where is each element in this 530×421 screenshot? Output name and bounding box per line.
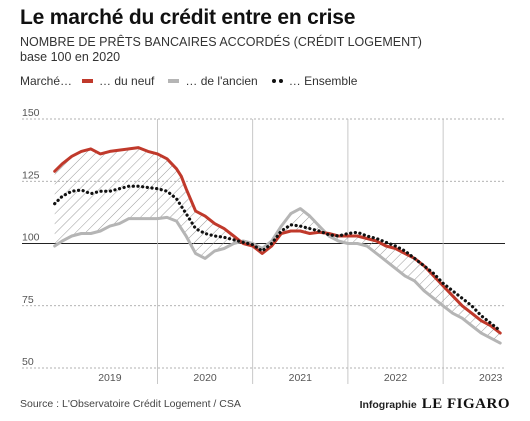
legend-label-ensemble: … Ensemble [288,74,358,88]
y-tick-label: 125 [22,169,40,181]
y-tick-label: 50 [22,356,34,368]
x-tick-label: 2019 [98,372,122,384]
series-lines [53,146,502,345]
axis-labels: 50 75 100 125 150 2019 2020 2021 2022 2023 [22,107,503,384]
hatched-area-group [54,147,501,344]
source-note: Source : L'Observatoire Crédit Logement … [20,398,241,410]
hatched-area [54,147,501,344]
x-tick-label: 2020 [193,372,217,384]
legend-item-ancien: … de l'ancien [168,74,258,88]
y-tick-label: 75 [22,294,34,306]
legend-lead: Marché… [20,74,73,88]
legend-swatch-neuf [82,79,94,83]
credit-label: Infographie [359,399,417,411]
brand-logo: LE FIGARO [421,396,510,412]
line-chart: 50 75 100 125 150 2019 2020 2021 2022 2023 [22,107,505,384]
legend: Marché… … du neuf … de l'ancien … Ensemb… [20,74,371,88]
legend-label-neuf: … du neuf [99,74,155,88]
y-tick-label: 150 [22,107,40,119]
legend-swatch-ensemble [271,79,283,83]
series-line-ancien [53,207,502,345]
legend-item-neuf: … du neuf [82,74,154,88]
chart-title: Le marché du crédit entre en crise [20,6,356,29]
x-tick-label: 2022 [384,372,408,384]
legend-item-ensemble: … Ensemble [271,74,358,88]
series-line-ensemble [53,184,502,333]
x-tick-label: 2023 [479,372,503,384]
subtitle-line-2: base 100 en 2020 [20,50,121,64]
legend-label-ancien: … de l'ancien [185,74,258,88]
legend-swatch-ancien [168,79,180,83]
series-line-neuf [53,146,502,335]
y-tick-label: 100 [22,232,40,244]
subtitle-line-1: NOMBRE DE PRÊTS BANCAIRES ACCORDÉS (CRÉD… [20,35,422,49]
x-tick-label: 2021 [289,372,313,384]
chart-subtitle: NOMBRE DE PRÊTS BANCAIRES ACCORDÉS (CRÉD… [20,35,422,65]
credit: Infographie LE FIGARO [360,396,510,413]
